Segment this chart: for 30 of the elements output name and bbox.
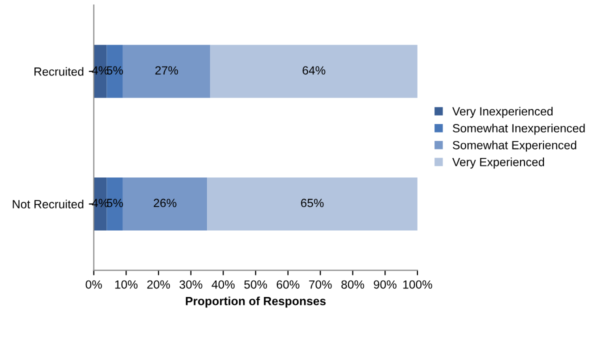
legend-label: Somewhat Experienced bbox=[452, 140, 576, 152]
bar bbox=[122, 177, 208, 231]
x-tick-label: 30% bbox=[180, 280, 202, 289]
x-axis-title: Proportion of Responses bbox=[186, 296, 326, 308]
bar bbox=[106, 44, 123, 98]
legend-label: Very Inexperienced bbox=[452, 106, 553, 118]
legend-label: Very Experienced bbox=[452, 158, 544, 169]
data-label: 65% bbox=[301, 198, 324, 208]
bar bbox=[106, 177, 123, 231]
x-tick-label: 60% bbox=[276, 280, 300, 289]
x-tick-label: 70% bbox=[309, 280, 332, 289]
x-tick-label: 90% bbox=[374, 280, 396, 289]
data-label: 5% bbox=[106, 198, 123, 208]
bar bbox=[210, 44, 418, 98]
x-tick-label: 80% bbox=[341, 280, 364, 289]
x-tick-label: 100% bbox=[403, 280, 432, 289]
y-tick-label: Recruited bbox=[34, 67, 84, 76]
x-tick-label: 20% bbox=[147, 280, 170, 289]
x-tick-label: 0% bbox=[86, 280, 102, 289]
bar bbox=[207, 177, 418, 231]
data-label: 64% bbox=[302, 66, 326, 75]
data-label: 26% bbox=[154, 198, 176, 208]
x-tick-label: 50% bbox=[244, 280, 268, 289]
y-tick-label: Not Recruited bbox=[12, 200, 84, 208]
legend-label: Somewhat Inexperienced bbox=[452, 124, 585, 135]
data-label: 27% bbox=[155, 66, 178, 75]
bar bbox=[122, 44, 210, 98]
data-label: 5% bbox=[106, 66, 123, 75]
x-tick-label: 10% bbox=[115, 280, 138, 289]
x-tick-label: 40% bbox=[212, 280, 235, 289]
